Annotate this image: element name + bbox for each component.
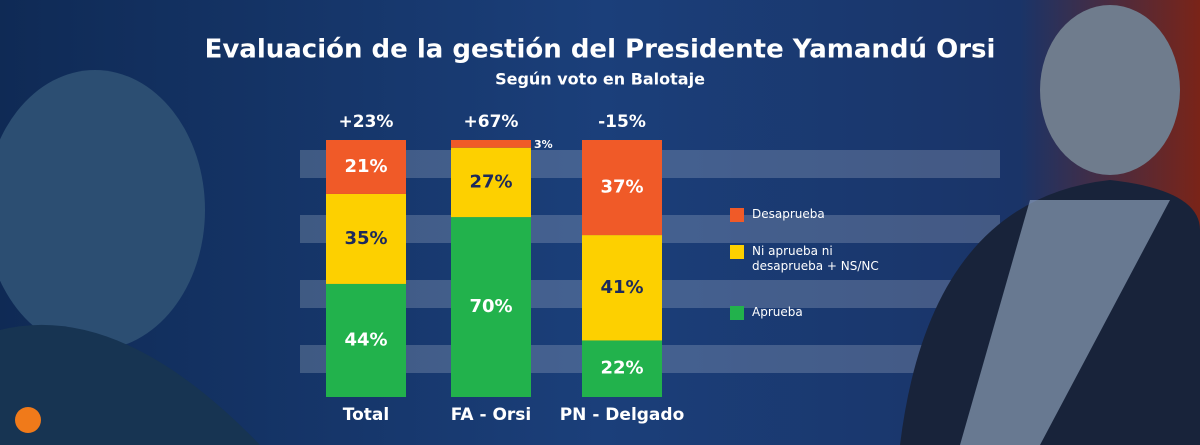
x-tick-label: Total (343, 405, 389, 425)
value-label: 41% (600, 277, 643, 298)
right-portrait (900, 5, 1200, 445)
value-label: 44% (344, 329, 387, 350)
value-label: 70% (469, 296, 512, 317)
chart-subtitle: Según voto en Balotaje (495, 70, 705, 89)
legend-label: Desaprueba (752, 207, 825, 221)
legend-swatch (730, 245, 744, 259)
chart-title: Evaluación de la gestión del Presidente … (205, 35, 996, 65)
net-label: +67% (464, 112, 519, 132)
value-label: 35% (344, 228, 387, 249)
legend-swatch (730, 208, 744, 222)
bar-segment (582, 235, 662, 341)
bar-segment (326, 283, 406, 397)
bar-segment (451, 147, 531, 218)
bar-segment (326, 140, 406, 194)
bar-segment (582, 340, 662, 397)
left-portrait (0, 70, 260, 445)
bar-segment (326, 193, 406, 284)
x-tick-label: PN - Delgado (560, 405, 685, 425)
value-label: 37% (600, 177, 643, 198)
bar-segment (451, 217, 531, 397)
net-label: -15% (598, 112, 646, 132)
value-label: 22% (600, 358, 643, 379)
x-tick-label: FA - Orsi (451, 405, 532, 425)
bar-segment (582, 140, 662, 236)
legend-label: Aprueba (752, 305, 803, 319)
legend-label: Ni aprueba ni desaprueba + NS/NC (752, 244, 879, 273)
bar-segment (451, 140, 531, 148)
value-label: 27% (469, 171, 512, 192)
logo (15, 407, 41, 433)
value-label: 21% (344, 156, 387, 177)
net-label: +23% (339, 112, 394, 132)
legend-swatch (730, 306, 744, 320)
value-label: 3% (534, 138, 553, 151)
